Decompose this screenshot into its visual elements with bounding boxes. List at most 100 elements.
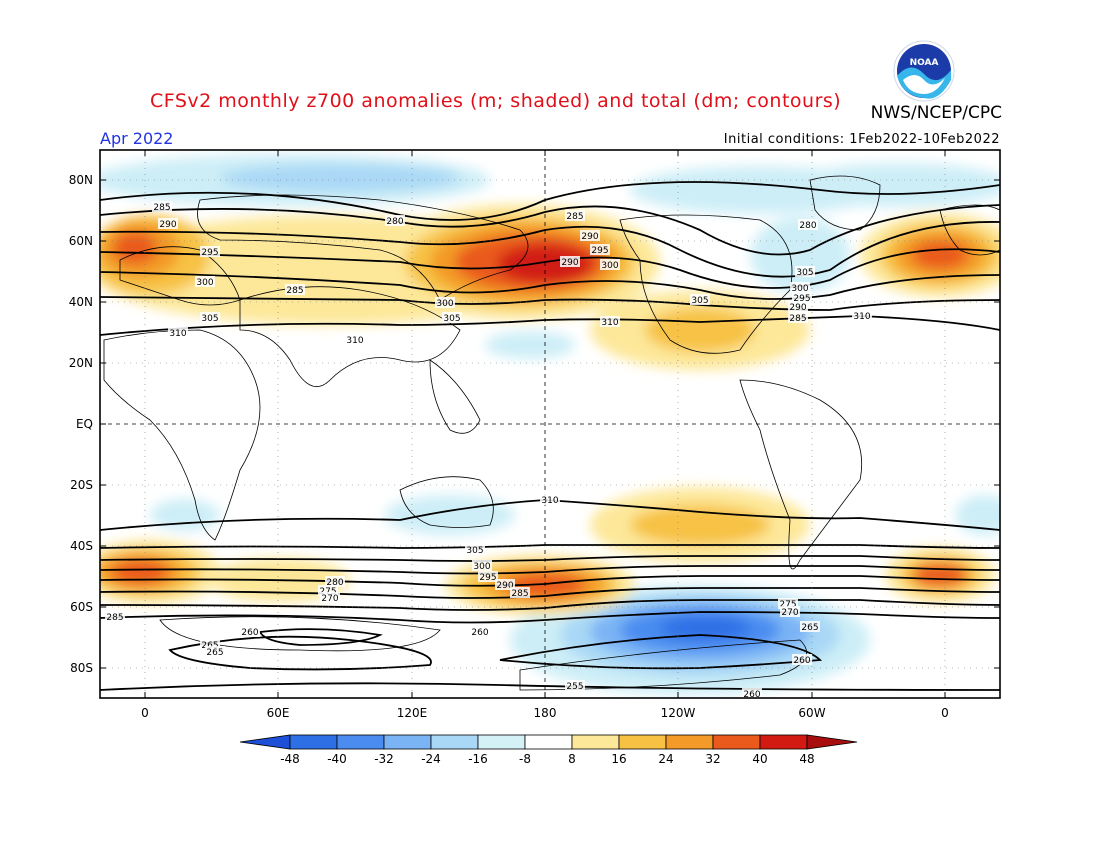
contour-label: 265 bbox=[206, 648, 223, 658]
lon-label: 180 bbox=[534, 706, 557, 720]
contour-label: 270 bbox=[781, 608, 798, 618]
colorbar-tick-label: 40 bbox=[752, 752, 767, 766]
contour-label: 285 bbox=[566, 212, 583, 222]
colorbar-cell bbox=[571, 734, 620, 750]
colorbar-cell bbox=[289, 734, 338, 750]
lat-label: 20N bbox=[69, 356, 93, 370]
map-title: CFSv2 monthly z700 anomalies (m; shaded)… bbox=[150, 90, 842, 112]
longitude-labels: 0 60E 120E 180 120W 60W 0 bbox=[141, 706, 949, 720]
contour-label: 305 bbox=[691, 296, 708, 306]
colorbar-arrow-high bbox=[806, 734, 858, 750]
contour-label: 260 bbox=[743, 690, 760, 700]
contour-label: 285 bbox=[286, 286, 303, 296]
colorbar-cell bbox=[336, 734, 385, 750]
contour-label: 290 bbox=[789, 303, 806, 313]
colorbar-tick-label: 24 bbox=[658, 752, 673, 766]
colorbar-tick-label: -32 bbox=[374, 752, 394, 766]
colorbar-cell bbox=[759, 734, 808, 750]
colorbar-tick-label: -40 bbox=[327, 752, 347, 766]
latitude-labels: 80N 60N 40N 20N EQ 20S 40S 60S 80S bbox=[69, 173, 93, 675]
contour-label: 260 bbox=[241, 628, 258, 638]
contour-label: 300 bbox=[473, 562, 490, 572]
colorbar-cell bbox=[618, 734, 667, 750]
contour-label: 310 bbox=[601, 318, 618, 328]
contour-label: 280 bbox=[799, 221, 816, 231]
lat-label: 40S bbox=[70, 539, 93, 553]
contour-label: 275 bbox=[779, 600, 796, 610]
contour-label: 310 bbox=[541, 496, 558, 506]
axis-ticks bbox=[100, 150, 1000, 698]
org-label: NWS/NCEP/CPC bbox=[870, 103, 1002, 123]
colorbar-cell bbox=[712, 734, 761, 750]
contour-label: 305 bbox=[443, 314, 460, 324]
lon-label: 60W bbox=[798, 706, 825, 720]
lat-label: 20S bbox=[70, 478, 93, 492]
contour-label: 265 bbox=[801, 623, 818, 633]
colorbar-tick-label: -16 bbox=[468, 752, 488, 766]
contour-label: 295 bbox=[793, 294, 810, 304]
colorbar-tick-label: 8 bbox=[568, 752, 576, 766]
contour-label: 305 bbox=[466, 546, 483, 556]
contour-label: 310 bbox=[853, 312, 870, 322]
noaa-logo: NOAA bbox=[893, 40, 955, 102]
initial-conditions: Initial conditions: 1Feb2022-10Feb2022 bbox=[723, 132, 1000, 147]
contour-label: 285 bbox=[153, 203, 170, 213]
colorbar-arrow-low bbox=[239, 734, 291, 750]
colorbar-cell bbox=[477, 734, 526, 750]
contour-label: 280 bbox=[386, 217, 403, 227]
contour-label: 300 bbox=[791, 284, 808, 294]
contour-label: 285 bbox=[789, 314, 806, 324]
contour-label: 290 bbox=[159, 220, 176, 230]
contour-label: 260 bbox=[471, 628, 488, 638]
contour-label: 255 bbox=[566, 682, 583, 692]
contour-label: 285 bbox=[511, 589, 528, 599]
contour-label: 270 bbox=[321, 594, 338, 604]
lat-label: 40N bbox=[69, 295, 93, 309]
contour-label: 260 bbox=[793, 656, 810, 666]
contour-label: 310 bbox=[169, 329, 186, 339]
lat-label: 60S bbox=[70, 600, 93, 614]
colorbar-cell bbox=[430, 734, 479, 750]
noaa-logo-text: NOAA bbox=[910, 58, 939, 68]
contour-label: 290 bbox=[496, 581, 513, 591]
forecast-period: Apr 2022 bbox=[100, 129, 174, 148]
colorbar-cell bbox=[665, 734, 714, 750]
colorbar-tick-label: -48 bbox=[280, 752, 300, 766]
lon-label: 120W bbox=[661, 706, 696, 720]
contour-label: 305 bbox=[796, 268, 813, 278]
contour-label: 310 bbox=[346, 336, 363, 346]
contour-label: 295 bbox=[479, 573, 496, 583]
grid-lines bbox=[100, 150, 1000, 698]
lat-label: 80S bbox=[70, 661, 93, 675]
contour-label: 280 bbox=[326, 578, 343, 588]
lon-label: 0 bbox=[941, 706, 949, 720]
contour-label: 300 bbox=[436, 299, 453, 309]
contour-label: 305 bbox=[201, 314, 218, 324]
contour-label: 300 bbox=[601, 261, 618, 271]
lat-label: 60N bbox=[69, 234, 93, 248]
contour-label: 290 bbox=[581, 232, 598, 242]
contour-label: 290 bbox=[561, 258, 578, 268]
colorbar-tick-label: 48 bbox=[799, 752, 814, 766]
colorbar-tick-label: -24 bbox=[421, 752, 441, 766]
minor-grid bbox=[100, 150, 1000, 698]
colorbar-cell bbox=[524, 734, 573, 750]
contour-label: 285 bbox=[106, 613, 123, 623]
colorbar-cell bbox=[383, 734, 432, 750]
colorbar-tick-label: 32 bbox=[705, 752, 720, 766]
contour-label: 295 bbox=[591, 246, 608, 256]
contour-label: 300 bbox=[196, 278, 213, 288]
lon-label: 60E bbox=[267, 706, 290, 720]
lon-label: 120E bbox=[397, 706, 428, 720]
lat-label: 80N bbox=[69, 173, 93, 187]
lon-label: 0 bbox=[141, 706, 149, 720]
colorbar-tick-label: -8 bbox=[519, 752, 531, 766]
contour-label: 295 bbox=[201, 248, 218, 258]
colorbar-tick-label: 16 bbox=[611, 752, 626, 766]
lat-label: EQ bbox=[76, 417, 93, 431]
height-contours bbox=[100, 181, 1000, 691]
